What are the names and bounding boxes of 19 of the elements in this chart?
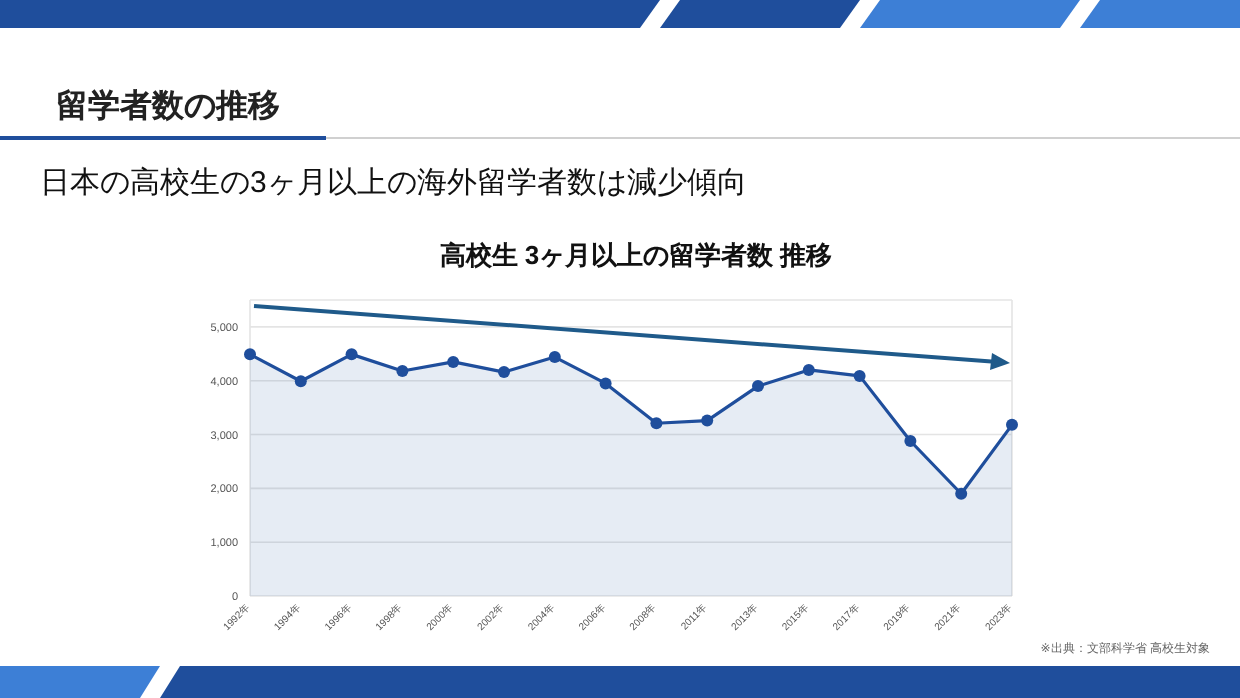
- point: [548, 351, 561, 364]
- point: [701, 414, 714, 427]
- point: [752, 380, 764, 393]
- point: [599, 377, 612, 390]
- text: 日本の高校生の3ヶ月以上の海外留学者数は減少傾向: [40, 166, 747, 200]
- chart-title: 高校生 3ヶ月以上の留学者数 推移: [439, 240, 833, 270]
- point: [294, 375, 307, 388]
- point: [498, 366, 510, 379]
- point: [447, 355, 460, 368]
- point: [1006, 418, 1018, 431]
- point: [853, 369, 866, 382]
- point: [396, 365, 409, 378]
- point: [345, 348, 358, 361]
- point: [955, 487, 968, 500]
- point: [650, 417, 663, 430]
- point: [802, 363, 815, 376]
- text: 留学者数の推移: [56, 88, 280, 124]
- point: [244, 348, 256, 361]
- point: [904, 435, 917, 447]
